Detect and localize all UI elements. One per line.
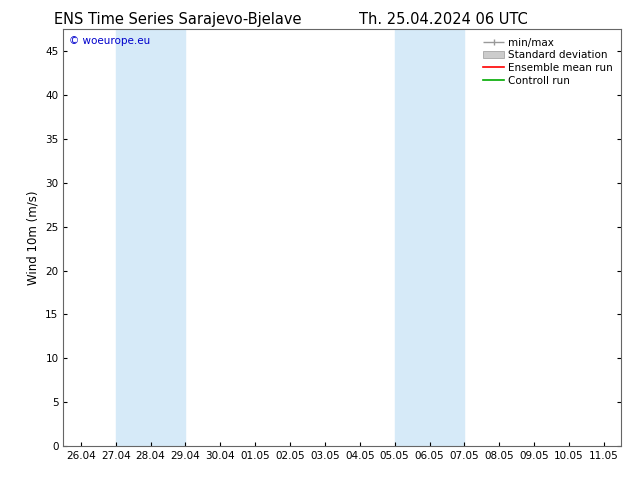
Y-axis label: Wind 10m (m/s): Wind 10m (m/s) bbox=[27, 191, 40, 285]
Text: ENS Time Series Sarajevo-Bjelave: ENS Time Series Sarajevo-Bjelave bbox=[54, 12, 301, 27]
Bar bbox=[394, 29, 464, 446]
Text: Th. 25.04.2024 06 UTC: Th. 25.04.2024 06 UTC bbox=[359, 12, 528, 27]
Legend: min/max, Standard deviation, Ensemble mean run, Controll run: min/max, Standard deviation, Ensemble me… bbox=[480, 35, 616, 89]
Bar bbox=[116, 29, 185, 446]
Text: © woeurope.eu: © woeurope.eu bbox=[69, 36, 150, 46]
